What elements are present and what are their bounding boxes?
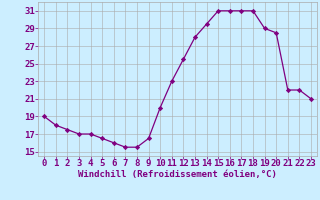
X-axis label: Windchill (Refroidissement éolien,°C): Windchill (Refroidissement éolien,°C) [78,170,277,179]
